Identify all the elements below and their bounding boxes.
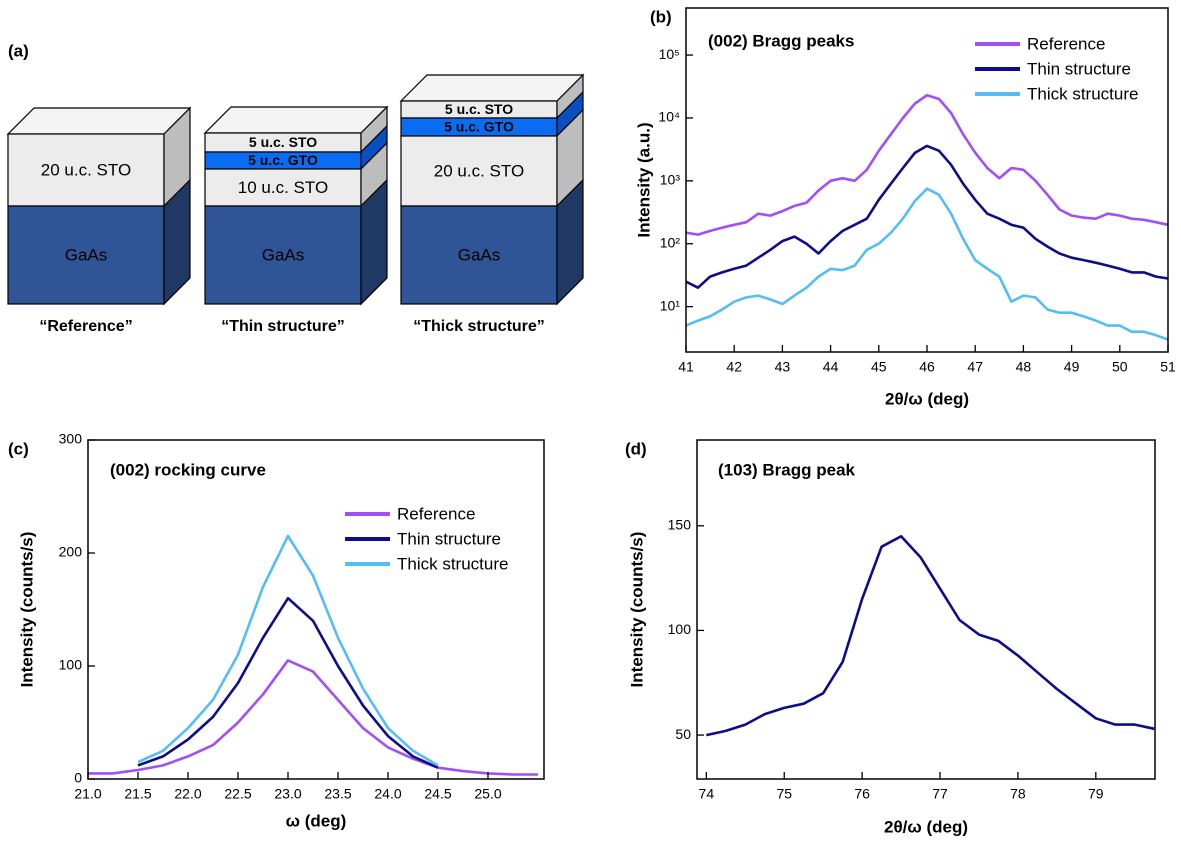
block-top <box>6 107 192 135</box>
layer-front <box>400 135 558 207</box>
x-tick-label: 23.0 <box>274 786 301 802</box>
layer-side <box>556 178 584 306</box>
layer-label: GaAs <box>262 245 305 264</box>
y-axis-label: Intensity (a.u.) <box>634 122 653 237</box>
layer-front <box>7 133 165 207</box>
data-line <box>88 659 538 776</box>
panel-label: (d) <box>625 439 647 458</box>
layer-label: 5 u.c. STO <box>249 134 317 150</box>
x-tick-label: 48 <box>1016 359 1032 375</box>
legend-label: Reference <box>1027 34 1105 53</box>
y-tick-label: 100 <box>668 621 692 637</box>
layer-side <box>360 178 388 306</box>
chart-title: (002) Bragg peaks <box>708 31 854 50</box>
layer-label: 10 u.c. STO <box>238 178 328 197</box>
y-tick-label: 10¹ <box>660 297 681 313</box>
x-tick-label: 45 <box>871 359 887 375</box>
x-tick-label: 78 <box>1010 786 1026 802</box>
plot-frame <box>87 439 545 780</box>
x-tick-label: 44 <box>823 359 839 375</box>
layer-label: 5 u.c. GTO <box>248 152 318 168</box>
y-tick-label: 0 <box>74 770 82 786</box>
block-top <box>203 106 389 134</box>
x-tick-label: 49 <box>1064 359 1080 375</box>
legend-label: Thick structure <box>1027 84 1138 103</box>
panel-label: (a) <box>8 41 29 60</box>
data-line <box>685 144 1169 289</box>
x-tick-label: 74 <box>699 786 715 802</box>
caption: “Thin structure” <box>221 318 345 335</box>
legend-label: Reference <box>397 504 475 523</box>
x-tick-label: 41 <box>678 359 694 375</box>
block-top <box>399 74 585 102</box>
data-line <box>685 187 1169 341</box>
data-line <box>137 596 439 769</box>
x-axis-label: 2θ/ω (deg) <box>885 389 969 408</box>
x-tick-label: 42 <box>726 359 742 375</box>
x-tick-label: 24.5 <box>424 786 451 802</box>
x-tick-label: 50 <box>1112 359 1128 375</box>
y-tick-label: 50 <box>675 726 691 742</box>
layer-label: GaAs <box>458 245 501 264</box>
chart-title: (002) rocking curve <box>110 460 266 479</box>
x-axis-label: 2θ/ω (deg) <box>884 817 968 836</box>
x-tick-label: 46 <box>919 359 935 375</box>
layer-label: GaAs <box>65 245 108 264</box>
y-tick-label: 150 <box>668 516 692 532</box>
y-axis-label: Intensity (counts/s) <box>627 532 646 688</box>
layer-label: 5 u.c. GTO <box>444 119 514 135</box>
x-tick-label: 24.0 <box>374 786 401 802</box>
data-line <box>685 93 1169 236</box>
x-tick-label: 76 <box>854 786 870 802</box>
y-tick-label: 10² <box>660 234 681 250</box>
plot-frame <box>696 439 1156 780</box>
y-tick-label: 10³ <box>660 172 681 188</box>
layer-side <box>163 178 191 306</box>
x-tick-label: 75 <box>776 786 792 802</box>
layer-front <box>204 205 362 305</box>
layer-front <box>204 168 362 207</box>
layer-front <box>7 205 165 305</box>
y-tick-label: 300 <box>59 431 83 447</box>
panel-label: (b) <box>650 7 672 26</box>
x-axis-label: ω (deg) <box>286 811 347 830</box>
x-tick-label: 25.0 <box>474 786 501 802</box>
x-tick-label: 23.5 <box>324 786 351 802</box>
y-tick-label: 200 <box>59 544 83 560</box>
x-tick-label: 22.5 <box>224 786 251 802</box>
x-tick-label: 22.0 <box>174 786 201 802</box>
data-line <box>706 535 1155 737</box>
x-tick-label: 51 <box>1160 359 1176 375</box>
y-tick-label: 10⁵ <box>659 46 680 62</box>
layer-label: 20 u.c. STO <box>41 160 131 179</box>
layer-label: 5 u.c. STO <box>445 101 513 117</box>
caption: “Thick structure” <box>413 318 545 335</box>
x-tick-label: 43 <box>775 359 791 375</box>
data-line <box>137 534 439 767</box>
x-tick-label: 21.5 <box>124 786 151 802</box>
y-tick-label: 10⁴ <box>658 109 680 125</box>
layer-front <box>400 205 558 305</box>
y-axis-label: Intensity (counts/s) <box>17 532 36 688</box>
legend-label: Thin structure <box>1027 59 1131 78</box>
chart-title: (103) Bragg peak <box>718 460 856 479</box>
legend-label: Thin structure <box>397 529 501 548</box>
x-tick-label: 21.0 <box>74 786 101 802</box>
x-tick-label: 77 <box>932 786 948 802</box>
x-tick-label: 79 <box>1088 786 1104 802</box>
layer-label: 20 u.c. STO <box>434 161 524 180</box>
panel-label: (c) <box>8 439 29 458</box>
caption: “Reference” <box>39 318 132 335</box>
y-tick-label: 100 <box>59 657 83 673</box>
x-tick-label: 47 <box>967 359 983 375</box>
legend-label: Thick structure <box>397 554 508 573</box>
